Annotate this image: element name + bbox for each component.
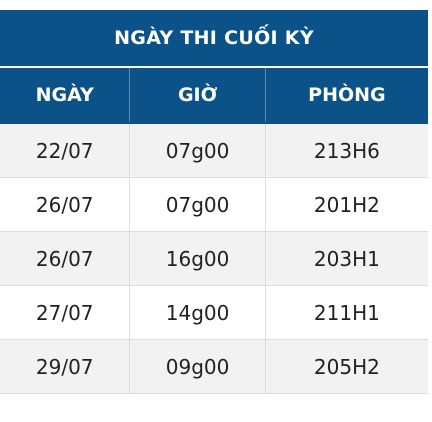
time-cell: 16g00	[130, 232, 266, 285]
time-cell: 07g00	[130, 124, 266, 177]
column-header-date: NGÀY	[0, 68, 131, 122]
table-row: 26/07 16g00 203H1	[0, 232, 428, 286]
table-row: 29/07 09g00 205H2	[0, 340, 428, 394]
column-header-room: PHÒNG	[308, 84, 386, 106]
date-cell: 27/07	[0, 286, 131, 339]
date-cell: 26/07	[0, 232, 131, 285]
title-divider	[0, 66, 428, 68]
header-bottom-strip	[0, 122, 428, 124]
column-header-time: GIỜ	[130, 68, 266, 122]
room-cell: 203H1	[313, 246, 380, 271]
time-cell: 14g00	[130, 286, 266, 339]
date-cell: 26/07	[0, 178, 131, 231]
exam-schedule-table: NGÀY THI CUỐI KỲ NGÀY GIỜ PHÒNG 22/07 07…	[0, 10, 428, 394]
room-cell: 213H6	[313, 138, 380, 163]
table-row: 22/07 07g00 213H6	[0, 124, 428, 178]
room-cell: 211H1	[313, 300, 380, 325]
table-title: NGÀY THI CUỐI KỲ	[0, 10, 428, 66]
column-header-row: NGÀY GIỜ PHÒNG	[0, 68, 428, 122]
date-cell: 22/07	[0, 124, 131, 177]
table-row: 27/07 14g00 211H1	[0, 286, 428, 340]
date-cell: 29/07	[0, 340, 131, 393]
time-cell: 09g00	[130, 340, 266, 393]
room-cell: 201H2	[313, 192, 380, 217]
time-cell: 07g00	[130, 178, 266, 231]
table-row: 26/07 07g00 201H2	[0, 178, 428, 232]
room-cell: 205H2	[313, 354, 380, 379]
